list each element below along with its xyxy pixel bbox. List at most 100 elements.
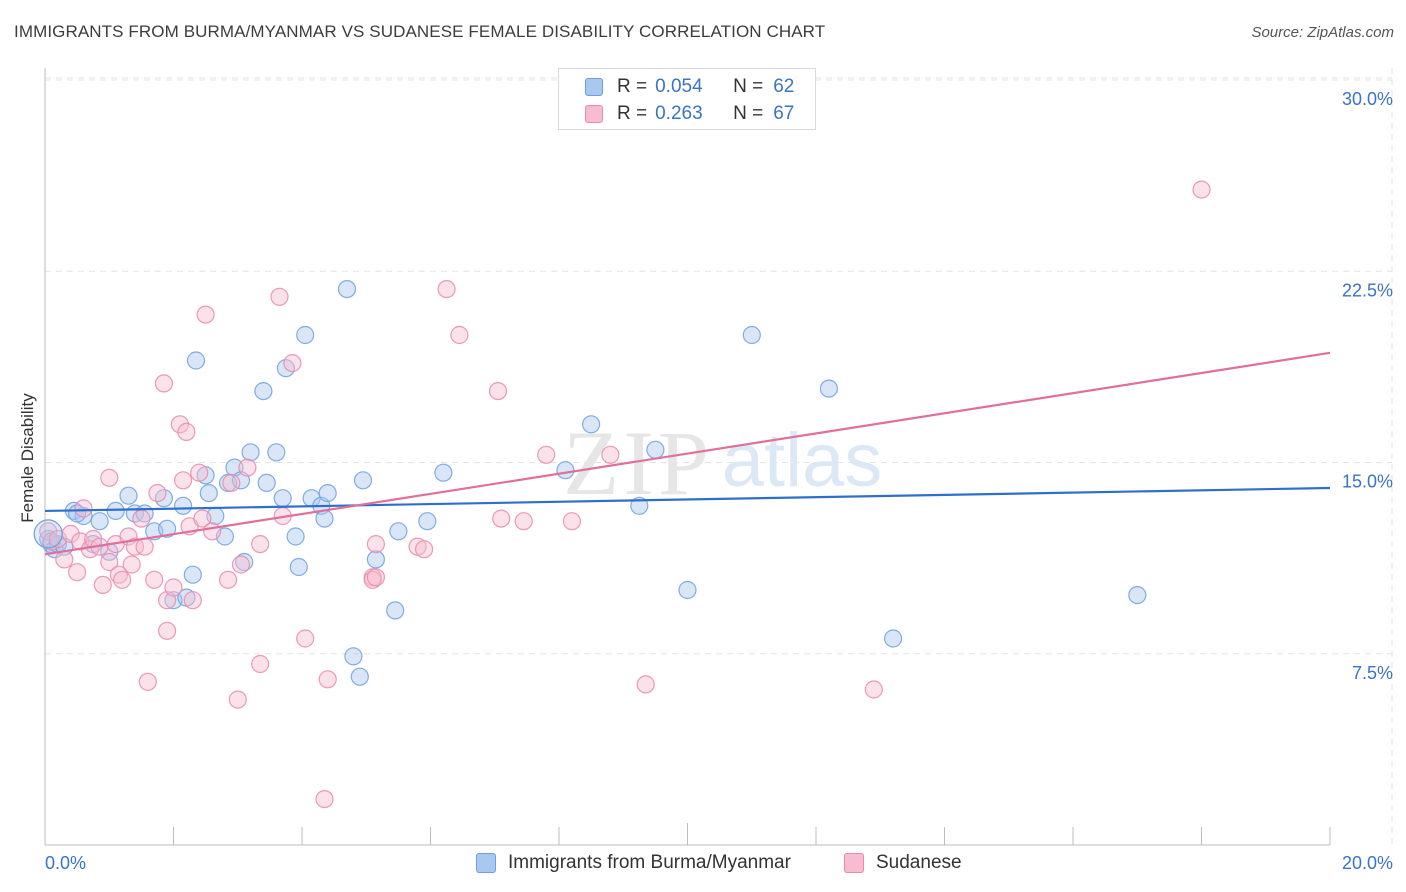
data-point — [254, 382, 273, 401]
data-point — [222, 473, 241, 492]
watermark-atlas: atlas — [722, 418, 883, 503]
data-point — [100, 552, 119, 572]
data-point — [488, 382, 508, 401]
data-point — [286, 527, 305, 546]
legend-swatch-burma — [585, 78, 603, 96]
trend-line-burma — [44, 486, 1331, 513]
data-point — [257, 473, 276, 492]
data-point — [270, 287, 289, 306]
data-point — [742, 325, 761, 345]
data-points — [33, 180, 1211, 809]
chart-source: Source: ZipAtlas.com — [1251, 24, 1394, 41]
data-point — [450, 325, 469, 345]
legend-r-value: 0.054 — [655, 76, 703, 97]
bottom-legend-swatch-sudanese — [844, 853, 864, 873]
gridlines — [45, 68, 1393, 845]
data-point — [296, 325, 315, 345]
legend-row-burma: R = 0.054 N = 62 — [585, 75, 794, 99]
data-point — [514, 512, 533, 531]
data-point — [228, 690, 247, 709]
trend-line-sudanese — [44, 351, 1331, 556]
correlation-legend: R = 0.054 N = 62 R = 0.263 N = 67 — [558, 68, 816, 130]
data-point — [112, 570, 132, 589]
data-point — [389, 522, 408, 541]
data-point — [273, 489, 292, 508]
data-point — [174, 471, 193, 490]
bottom-legend-label-burma: Immigrants from Burma/Myanmar — [508, 852, 791, 873]
data-point — [154, 374, 173, 393]
bottom-legend-burma: Immigrants from Burma/Myanmar — [476, 852, 791, 874]
data-point — [135, 537, 154, 556]
data-point — [344, 647, 363, 666]
data-point — [183, 565, 202, 584]
watermark-zip: ZIP — [563, 412, 713, 514]
data-point — [39, 522, 58, 541]
data-point — [119, 486, 138, 505]
zipatlas-watermark: ZIP atlas — [563, 412, 882, 514]
data-point — [418, 512, 437, 531]
data-point — [386, 601, 405, 620]
data-point — [186, 351, 206, 370]
data-point — [235, 552, 254, 572]
data-point — [1128, 585, 1147, 605]
data-point — [864, 680, 883, 699]
legend-r-label: R = — [617, 103, 648, 124]
data-point — [170, 415, 189, 434]
data-point — [883, 629, 903, 648]
data-point — [353, 471, 373, 490]
data-point — [437, 280, 456, 299]
x-tick-label: 0.0% — [45, 853, 86, 873]
data-point — [366, 568, 385, 587]
data-point — [125, 537, 144, 556]
data-point — [283, 354, 302, 373]
data-point — [315, 509, 334, 528]
data-point — [106, 501, 125, 520]
data-point — [67, 563, 87, 582]
data-point — [366, 550, 385, 569]
bottom-legend-swatch-burma — [476, 853, 496, 873]
data-point — [177, 422, 196, 441]
data-point — [492, 509, 511, 528]
data-point — [537, 445, 556, 464]
data-point — [251, 654, 270, 674]
data-point — [158, 519, 177, 538]
data-point — [219, 570, 238, 589]
data-point — [148, 484, 167, 503]
data-point — [109, 565, 129, 584]
data-point — [241, 443, 260, 462]
data-point — [93, 575, 112, 595]
data-point — [190, 463, 209, 482]
data-point — [318, 670, 337, 689]
data-point — [363, 570, 382, 589]
data-point — [199, 484, 218, 503]
data-point — [100, 468, 119, 487]
data-point — [174, 496, 193, 515]
data-point — [350, 667, 369, 686]
data-point — [55, 550, 74, 569]
legend-n-value: 62 — [773, 76, 795, 97]
y-tick-label: 22.5% — [1342, 280, 1393, 300]
data-point — [203, 522, 222, 541]
data-point — [636, 675, 655, 694]
data-point — [1192, 180, 1211, 199]
data-point — [819, 379, 839, 398]
axes — [44, 68, 1331, 846]
data-point — [122, 555, 141, 574]
data-point — [158, 621, 177, 640]
legend-r-label: R = — [617, 76, 648, 97]
trend-lines — [44, 351, 1331, 556]
legend-r-value: 0.263 — [655, 103, 703, 124]
data-point — [90, 512, 109, 531]
data-point — [337, 280, 357, 299]
legend-row-sudanese: R = 0.263 N = 67 — [585, 102, 794, 126]
data-point — [556, 461, 575, 480]
data-point — [231, 555, 251, 574]
data-point — [289, 557, 308, 577]
chart-title: IMMIGRANTS FROM BURMA/MYANMAR VS SUDANES… — [14, 22, 826, 41]
legend-n-value: 67 — [773, 103, 795, 124]
data-point — [630, 496, 649, 515]
legend-swatch-sudanese — [585, 105, 603, 123]
data-point-cluster — [33, 519, 63, 549]
legend-n-label: N = — [733, 76, 764, 97]
data-point — [193, 509, 212, 528]
